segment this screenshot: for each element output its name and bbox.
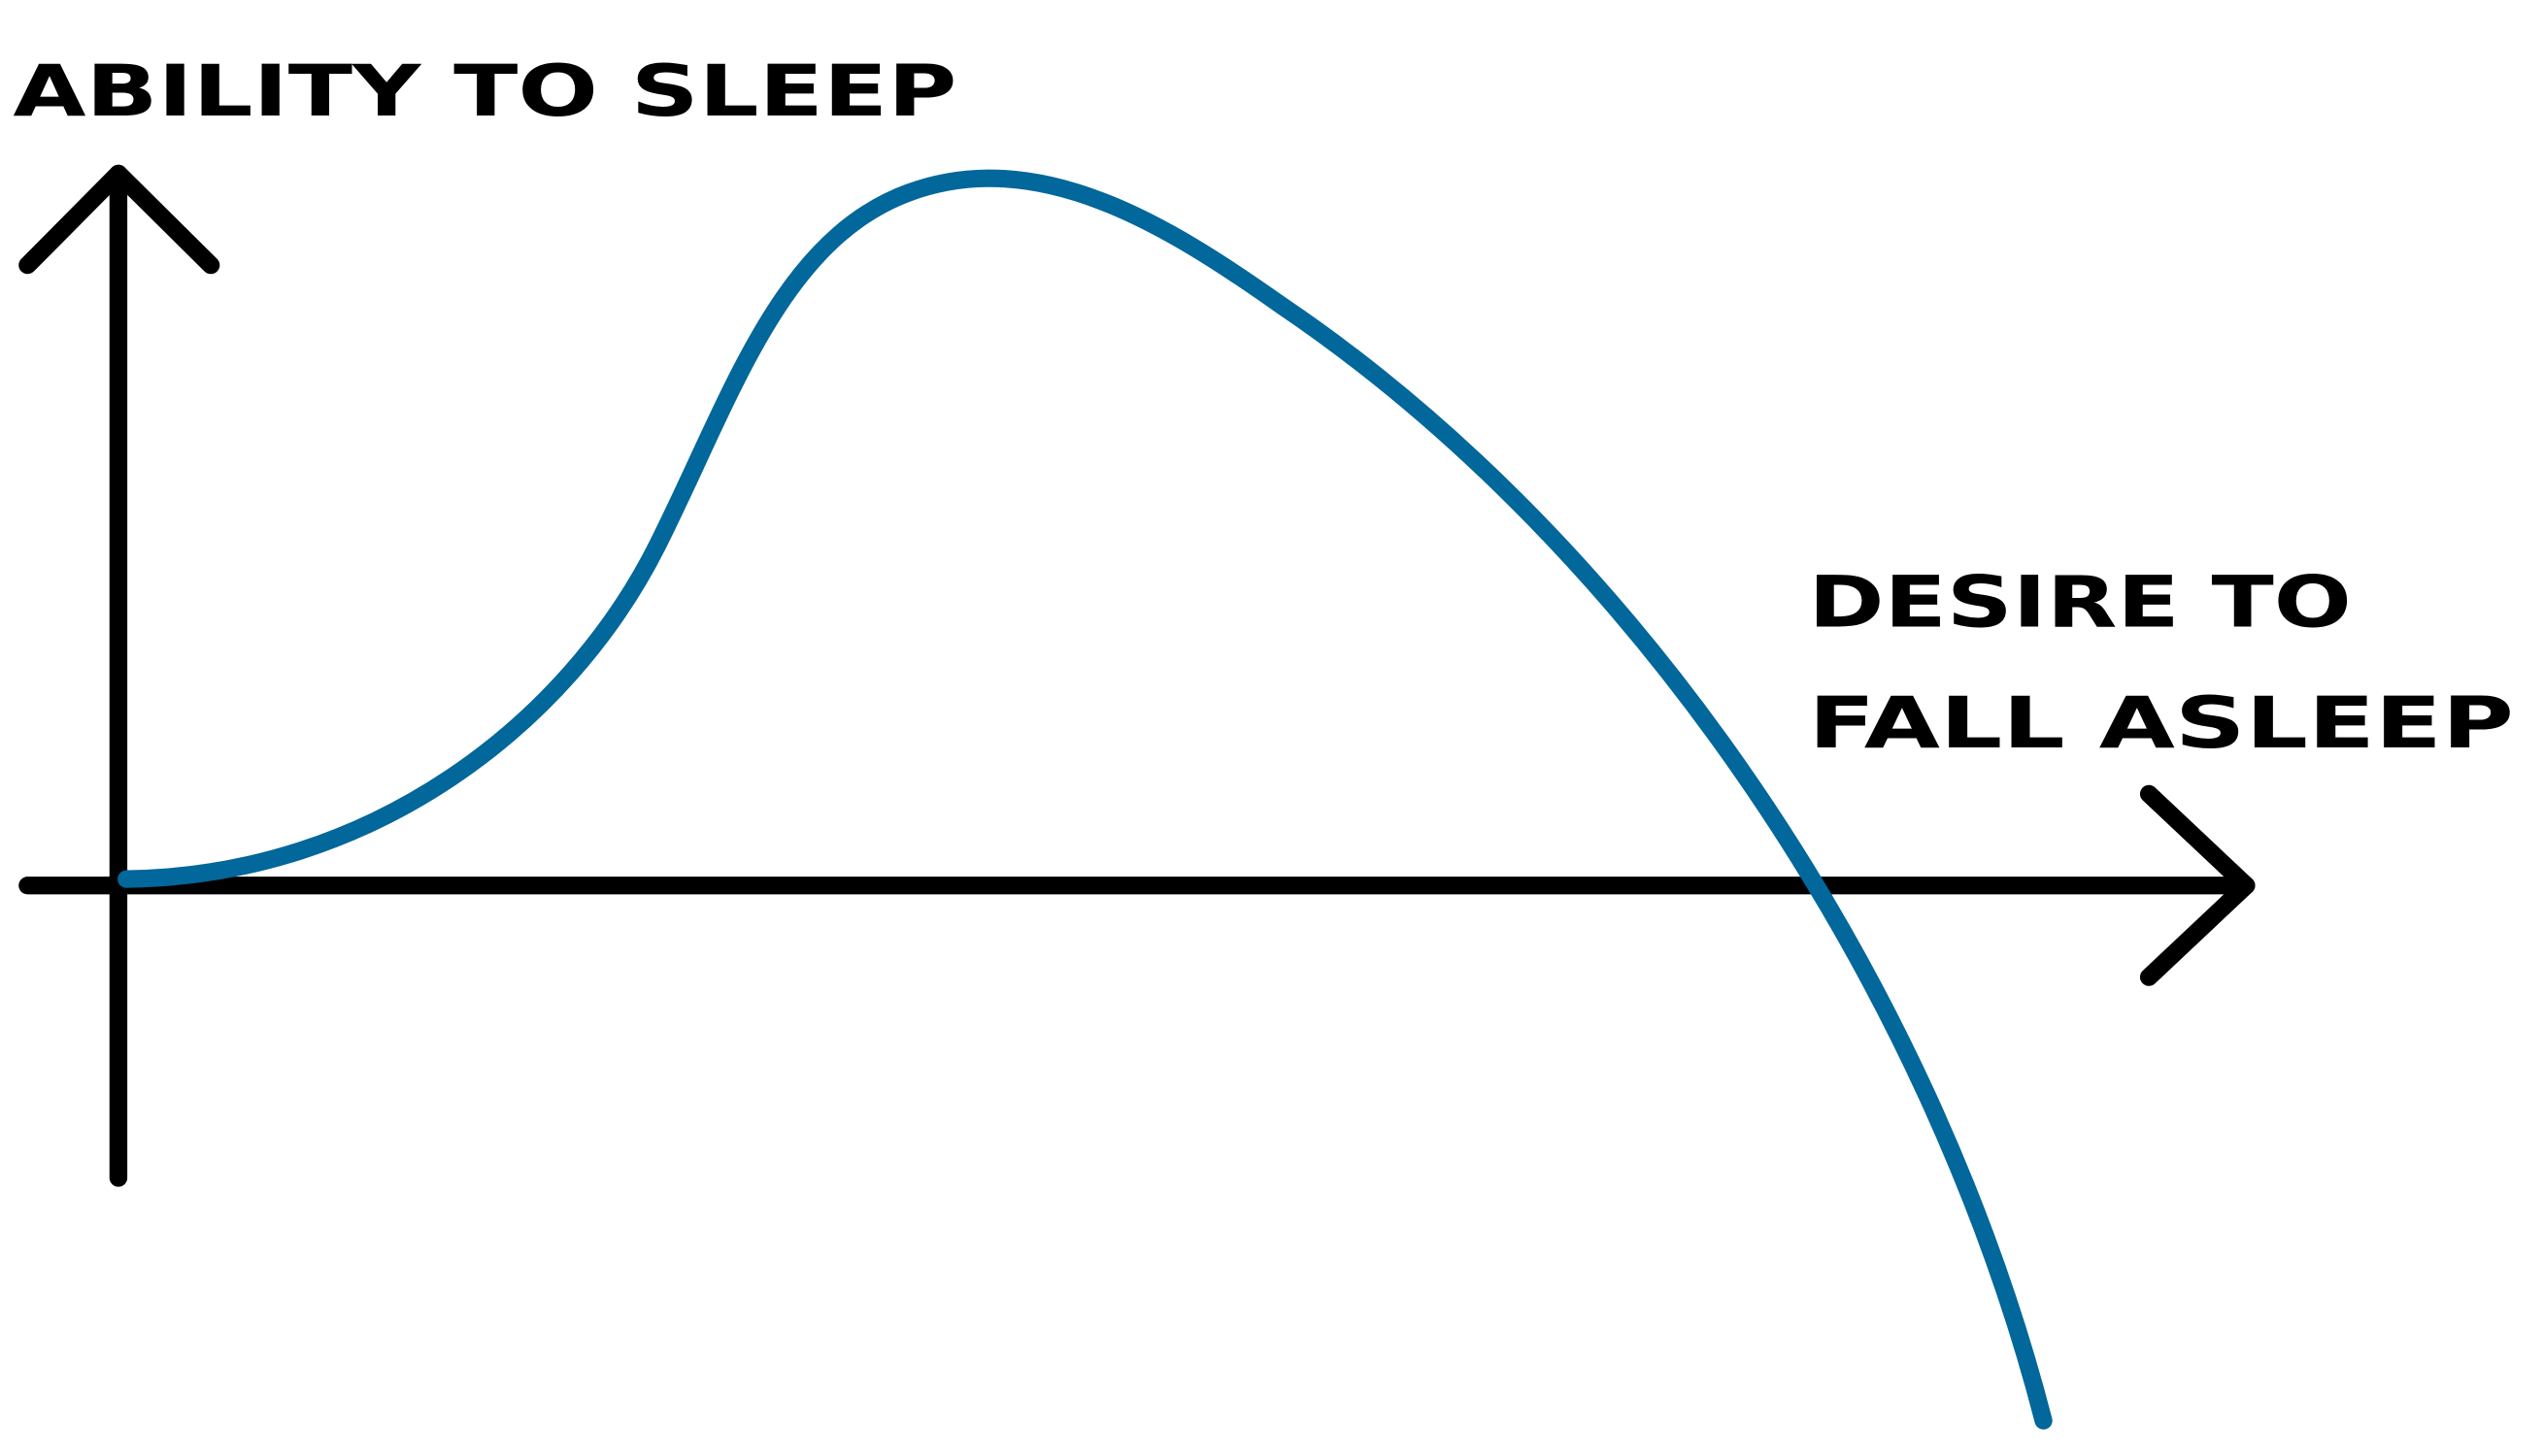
x-axis-arrow — [2139, 784, 2256, 986]
x-axis-label: FALL ASLEEP — [1808, 682, 2514, 765]
x-axis-label: DESIRE TO — [1808, 562, 2352, 645]
y-axis-label: ABILITY TO SLEEP — [13, 51, 956, 134]
y-axis-arrow — [18, 164, 220, 275]
curve — [117, 169, 2053, 1430]
